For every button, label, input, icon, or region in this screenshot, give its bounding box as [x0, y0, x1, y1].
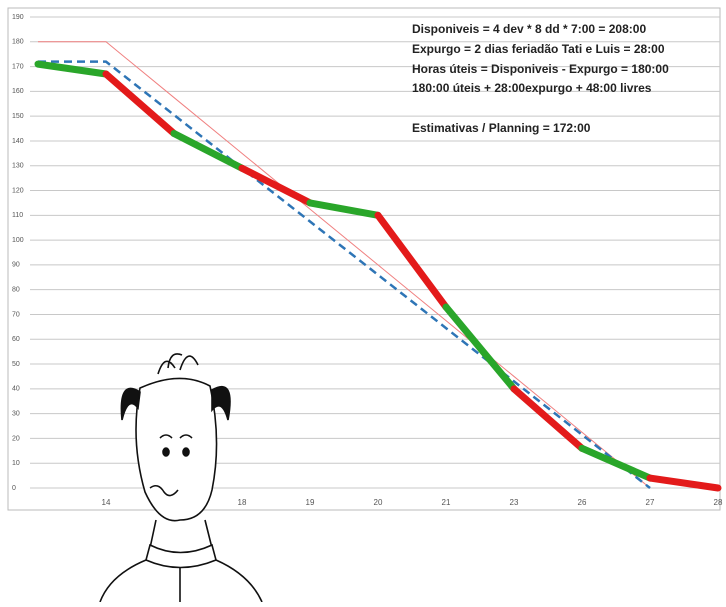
y-tick-label: 30: [12, 410, 20, 417]
actual-segment: [442, 303, 518, 393]
y-tick-label: 120: [12, 187, 24, 194]
annotation: Horas úteis = Disponiveis - Expurgo = 18…: [412, 62, 669, 76]
y-tick-label: 90: [12, 262, 20, 269]
cartoon: [99, 353, 263, 603]
y-tick-label: 130: [12, 163, 24, 170]
y-tick-label: 0: [12, 485, 16, 492]
x-tick-label: 20: [374, 498, 383, 507]
ideal-line: [38, 60, 651, 489]
y-tick-label: 160: [12, 88, 24, 95]
y-tick-label: 170: [12, 63, 24, 70]
x-tick-label: 19: [306, 498, 315, 507]
y-tick-label: 60: [12, 336, 20, 343]
y-tick-label: 140: [12, 138, 24, 145]
actual-segment: [510, 385, 586, 452]
x-tick-label: 18: [238, 498, 247, 507]
x-tick-label: 26: [578, 498, 587, 507]
y-tick-label: 10: [12, 460, 20, 467]
y-tick-label: 40: [12, 386, 20, 393]
actual-segment: [102, 70, 178, 138]
actual-segment: [578, 444, 654, 482]
annotation: 180:00 úteis + 28:00expurgo + 48:00 livr…: [412, 81, 652, 95]
actual-segment: [646, 474, 722, 492]
x-tick-label: 14: [102, 498, 111, 507]
annotation: Expurgo = 2 dias feriadão Tati e Luis = …: [412, 42, 665, 56]
y-tick-label: 20: [12, 435, 20, 442]
y-tick-label: 100: [12, 237, 24, 244]
capacity-line: [38, 41, 651, 489]
x-tick-label: 23: [510, 498, 519, 507]
y-tick-label: 50: [12, 361, 20, 368]
y-tick-label: 80: [12, 287, 20, 294]
y-tick-label: 70: [12, 311, 20, 318]
actual-segment: [306, 199, 382, 219]
y-tick-label: 180: [12, 39, 24, 46]
y-tick-label: 190: [12, 14, 24, 21]
actual-segment: [170, 130, 246, 172]
x-tick-label: 27: [646, 498, 655, 507]
y-tick-label: 150: [12, 113, 24, 120]
annotation: Estimativas / Planning = 172:00: [412, 121, 591, 135]
x-tick-label: 28: [714, 498, 723, 507]
y-tick-label: 110: [12, 212, 23, 219]
x-tick-label: 21: [442, 498, 451, 507]
actual-segment: [34, 60, 110, 78]
annotation: Disponiveis = 4 dev * 8 dd * 7:00 = 208:…: [412, 22, 646, 36]
actual-segment: [374, 211, 450, 311]
actual-segment: [238, 164, 314, 207]
